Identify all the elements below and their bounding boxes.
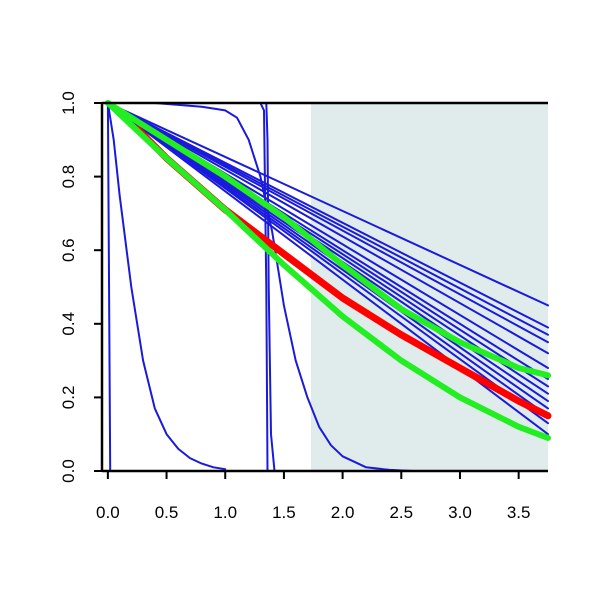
series-layer (104, 100, 552, 472)
x-tick-label: 0.5 (155, 503, 179, 522)
series-line-blue-2 (106, 102, 549, 336)
x-ticks: 0.0 0.5 1.0 1.5 2.0 2.5 3.0 3.5 (96, 471, 530, 522)
y-ticks: 0.0 0.2 0.4 0.6 0.8 1.0 (59, 91, 102, 483)
series-line-blue-0 (106, 102, 549, 307)
series-line-green-20 (104, 100, 551, 379)
x-tick-label: 1.0 (213, 503, 237, 522)
y-tick-label: 0.0 (59, 459, 78, 483)
axes-layer (100, 101, 548, 473)
x-tick-label: 3.0 (448, 503, 472, 522)
shaded-region-layer (310, 103, 548, 471)
y-tick-label: 0.8 (59, 165, 78, 189)
series-line-blue-14 (106, 102, 116, 472)
series-line-green-21 (104, 100, 551, 441)
series-line-blue-12 (106, 102, 549, 425)
series-line-blue-3 (106, 102, 549, 344)
y-tick-label: 0.6 (59, 238, 78, 262)
series-line-blue-16 (106, 102, 414, 472)
y-tick-label: 1.0 (59, 91, 78, 115)
y-tick-label: 0.2 (59, 386, 78, 410)
x-tick-label: 2.0 (331, 503, 355, 522)
x-tick-label: 3.5 (507, 503, 531, 522)
x-tick-label: 0.0 (96, 503, 120, 522)
y-tick-label: 0.4 (59, 312, 78, 336)
series-line-blue-4 (106, 102, 549, 355)
x-tick-label: 1.5 (272, 503, 296, 522)
series-line-blue-1 (106, 102, 549, 329)
x-tick-label: 2.5 (389, 503, 413, 522)
shaded-region (310, 103, 548, 471)
series-line-blue-15 (106, 102, 227, 471)
